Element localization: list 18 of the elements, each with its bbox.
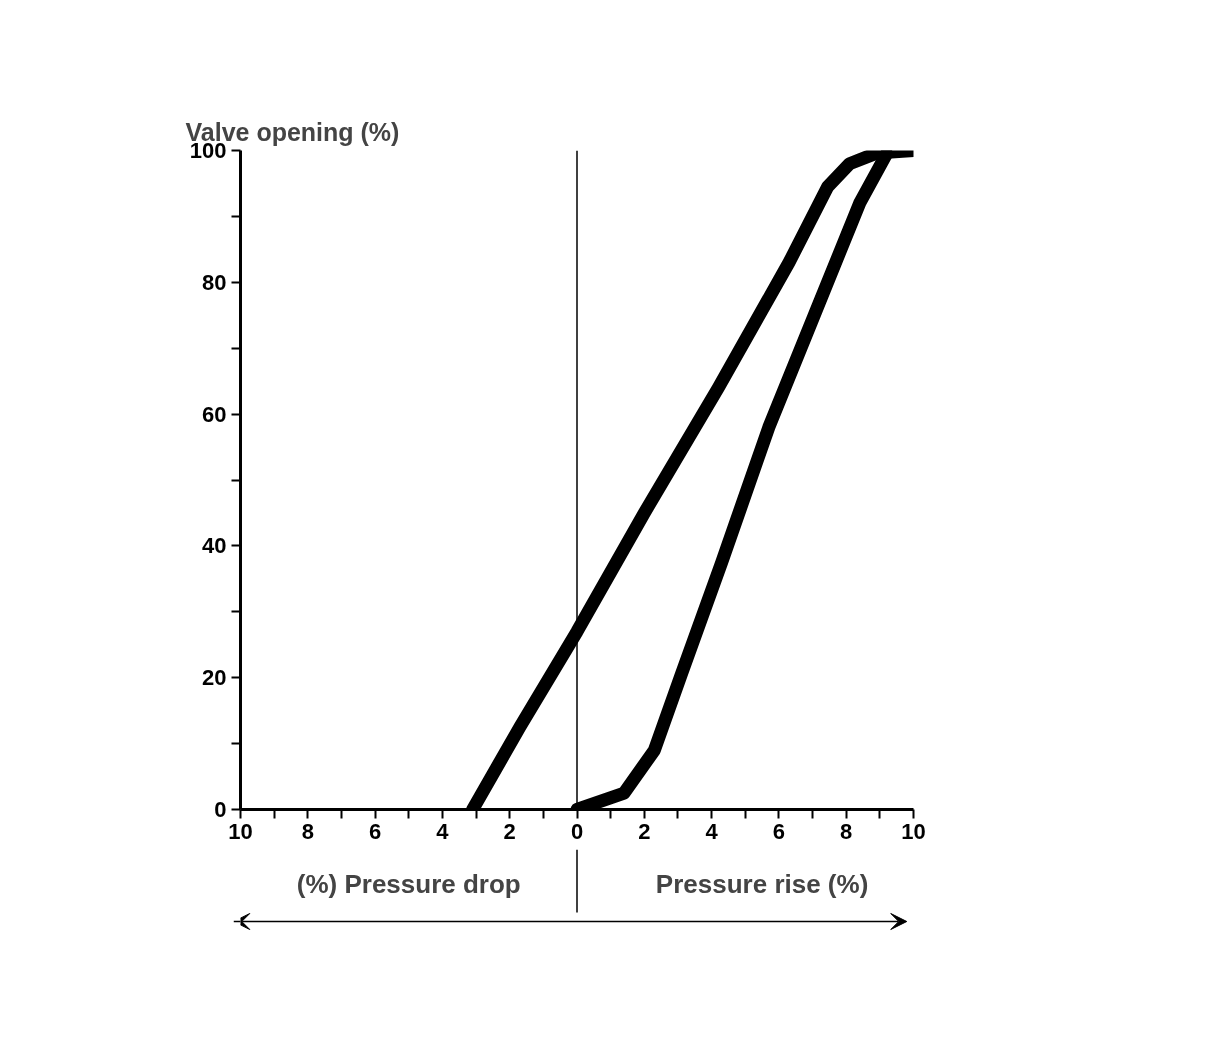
x-tick-label: 4 xyxy=(705,818,719,844)
x-tick-label: 8 xyxy=(840,818,853,844)
y-tick-label: 80 xyxy=(202,269,227,295)
x-tick-label: 8 xyxy=(301,818,314,844)
x-tick-label: 0 xyxy=(570,818,584,844)
x-tick-label: 6 xyxy=(772,818,786,844)
x-tick-label: 4 xyxy=(436,818,450,844)
y-tick-label: 60 xyxy=(202,401,227,427)
x-tick-label: 2 xyxy=(503,818,516,844)
x-tick-label: 10 xyxy=(228,818,253,844)
text: Pressure rise (%) xyxy=(655,868,869,899)
y-tick-label: 40 xyxy=(202,533,227,559)
y-tick-label: 20 xyxy=(202,665,227,691)
x-tick-label: 10 xyxy=(901,818,926,844)
text: (%) Pressure drop xyxy=(296,868,521,899)
x-tick-label: 2 xyxy=(638,818,651,844)
y-tick-label: 0 xyxy=(214,797,227,822)
x-tick-label: 6 xyxy=(368,818,382,844)
